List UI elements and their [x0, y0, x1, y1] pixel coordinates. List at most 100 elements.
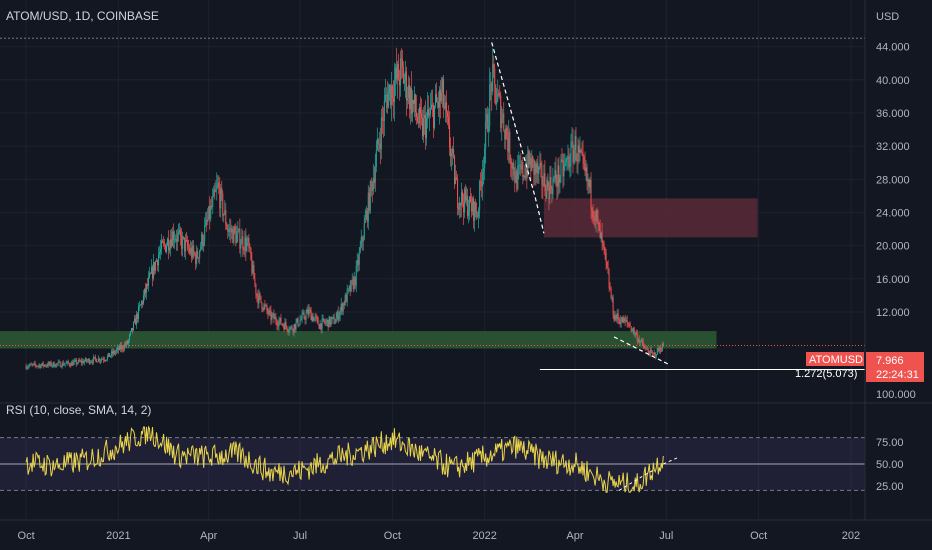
candle-body: [512, 163, 514, 169]
candle-body: [93, 356, 95, 358]
candle-body: [79, 360, 81, 362]
candle-body: [108, 353, 110, 357]
candle-body: [316, 316, 318, 319]
rsi-tick-label: 25.00: [876, 481, 904, 493]
candle-body: [29, 364, 31, 366]
symbol-badge: [806, 352, 864, 366]
price-tick-label: 28.000: [876, 174, 910, 186]
candle-body: [508, 131, 510, 152]
candle-body: [611, 297, 613, 299]
rsi-tick-label: 75.00: [876, 437, 904, 449]
candle-body: [522, 162, 524, 177]
candle-body: [123, 344, 125, 350]
candle-body: [286, 326, 288, 330]
candle-body: [346, 289, 348, 303]
candle-body: [146, 284, 148, 293]
candle-body: [362, 239, 364, 242]
candle-body: [464, 189, 466, 213]
candle-body: [545, 191, 547, 199]
candle-body: [367, 192, 369, 223]
candle-body: [570, 141, 572, 167]
candle-body: [333, 316, 335, 324]
candle-body: [544, 173, 546, 192]
candle-body: [614, 315, 616, 321]
candle-body: [268, 310, 270, 315]
candle-body: [448, 116, 450, 125]
candle-body: [200, 246, 202, 251]
candle-body: [309, 309, 311, 311]
candle-body: [294, 324, 296, 330]
candle-body: [158, 254, 160, 266]
candle-body: [222, 193, 224, 216]
candle-body: [603, 243, 605, 248]
candle-body: [542, 184, 544, 186]
candle-body: [131, 327, 133, 331]
time-axis[interactable]: Oct 2021 Apr Jul Oct 2022 Apr Jul Oct 202: [18, 530, 861, 542]
candle-body: [201, 234, 203, 247]
candle-body: [73, 360, 75, 363]
candle-body: [293, 324, 295, 332]
candle-body: [620, 321, 622, 324]
candle-body: [400, 58, 402, 60]
candle-body: [477, 216, 479, 218]
candle-body: [171, 239, 173, 247]
candle-body: [582, 152, 584, 157]
candle-body: [245, 237, 247, 251]
candle-body: [564, 162, 566, 166]
rsi-axis[interactable]: 75.00 50.00 25.00: [876, 437, 904, 493]
candle-body: [120, 345, 122, 350]
candle-body: [106, 356, 108, 360]
candle-body: [190, 247, 192, 253]
candle-body: [184, 237, 186, 252]
candle-body: [194, 252, 196, 255]
candle-body: [450, 147, 452, 157]
candle-body: [97, 358, 99, 362]
candle-body: [412, 99, 414, 104]
candle-body: [44, 364, 46, 367]
candle-body: [513, 163, 515, 176]
candle-body: [661, 343, 663, 352]
candle-body: [229, 228, 231, 230]
candle-body: [446, 102, 448, 113]
candle-body: [82, 360, 84, 364]
candle-body: [145, 288, 147, 293]
candle-body: [551, 189, 553, 195]
candle-body: [599, 224, 601, 239]
candle-body: [218, 182, 220, 189]
candle-body: [127, 339, 129, 345]
candle-body: [90, 361, 92, 363]
candle-body: [511, 164, 513, 169]
candle-body: [41, 362, 43, 366]
candle-body: [235, 231, 237, 244]
supply-zone: [543, 198, 758, 238]
candle-body: [74, 360, 76, 361]
candle-body: [529, 158, 531, 165]
candle-body: [134, 318, 136, 325]
candle-body: [569, 166, 571, 168]
candle-body: [612, 297, 614, 315]
candle-body: [266, 305, 268, 311]
candle-body: [53, 362, 55, 367]
candle-body: [435, 93, 437, 106]
candle-body: [68, 363, 70, 366]
candle-body: [438, 102, 440, 108]
candle-body: [284, 321, 286, 330]
candle-body: [173, 231, 175, 241]
candle-body: [406, 98, 408, 101]
candle-body: [524, 175, 526, 178]
candle-body: [314, 316, 316, 318]
candle-body: [597, 218, 599, 222]
candle-body: [629, 325, 631, 327]
candle-body: [236, 233, 238, 244]
candle-body: [347, 288, 349, 290]
candle-body: [576, 160, 578, 162]
candle-body: [255, 283, 257, 295]
candle-body: [604, 247, 606, 253]
candle-body: [58, 361, 60, 363]
candle-body: [617, 313, 619, 320]
rsi-line: [25, 425, 664, 493]
price-axis[interactable]: 44.000 40.000 36.000 32.000 28.000 24.000 20.0…: [876, 42, 910, 319]
candle-body: [447, 112, 449, 117]
candle-body: [256, 294, 258, 297]
